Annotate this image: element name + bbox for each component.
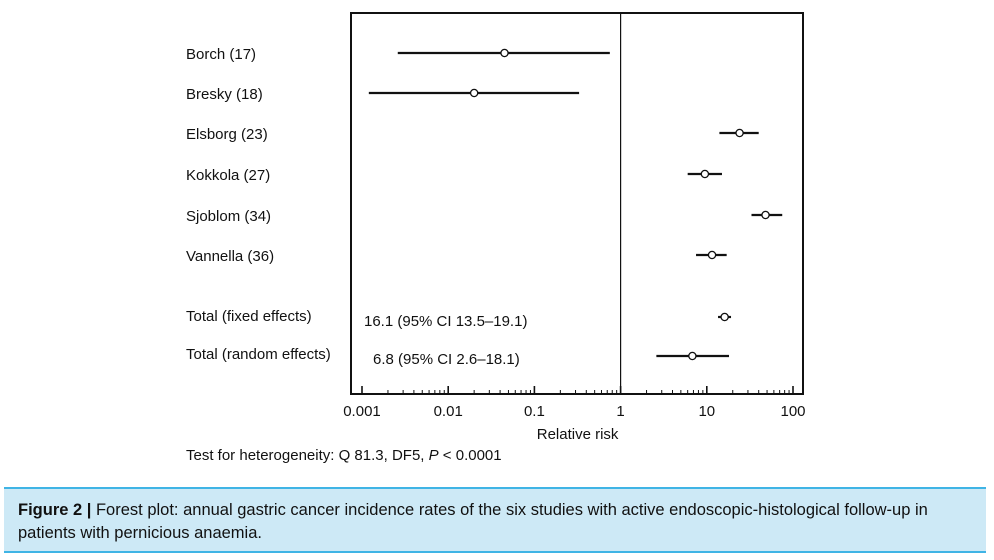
point-estimate (688, 351, 697, 361)
total-annotation: 16.1 (95% CI 13.5–19.1) (364, 313, 527, 330)
tick-label: 100 (780, 403, 805, 420)
figure-caption: Figure 2 | Forest plot: annual gastric c… (4, 487, 986, 553)
study-row: Borch (17) (186, 46, 610, 63)
tick-label: 1 (616, 403, 624, 420)
tick-label: 0.1 (524, 403, 545, 420)
forest-plot: 0.001 0.01 0.1 1 10 100 Borch (17) Bresky (18)… (186, 12, 806, 443)
p-symbol: P (428, 447, 439, 464)
study-row: Kokkola (27) (186, 167, 722, 184)
study-label: Kokkola (27) (186, 167, 270, 184)
study-label: Vannella (36) (186, 248, 274, 265)
total-annotation: 6.8 (95% CI 2.6–18.1) (373, 351, 520, 368)
point-estimate (761, 210, 770, 220)
point-estimate (735, 128, 744, 138)
study-row: Vannella (36) (186, 248, 727, 265)
tick-label: 10 (698, 403, 715, 420)
total-label: Total (random effects) (186, 346, 331, 363)
study-label: Bresky (18) (186, 86, 263, 103)
study-row: Sjoblom (34) (186, 208, 783, 225)
study-rows: Borch (17) Bresky (18) Elsborg (23) Kokkola… (186, 46, 783, 368)
plot-frame (350, 12, 804, 395)
total-label: Total (fixed effects) (186, 308, 312, 325)
point-estimate (469, 88, 479, 98)
p-value: < 0.0001 (438, 447, 502, 464)
heterogeneity-prefix: Test for heterogeneity: Q 81.3, DF5, (186, 447, 429, 464)
point-estimate (707, 250, 717, 260)
study-label: Borch (17) (186, 46, 256, 63)
tick-label: 0.01 (434, 403, 463, 420)
study-label: Elsborg (23) (186, 126, 268, 143)
caption-text: Forest plot: annual gastric cancer incid… (18, 501, 928, 542)
x-axis: 0.001 0.01 0.1 1 10 100 (343, 386, 806, 420)
x-axis-label: Relative risk (537, 426, 619, 443)
point-estimate (500, 48, 509, 58)
tick-label: 0.001 (343, 403, 381, 420)
point-estimate (700, 169, 710, 179)
study-row: Elsborg (23) (186, 126, 759, 143)
total-row: Total (fixed effects) 16.1 (95% CI 13.5–1… (186, 308, 732, 330)
study-row: Bresky (18) (186, 86, 580, 103)
total-row: Total (random effects) 6.8 (95% CI 2.6–18… (186, 346, 730, 368)
heterogeneity-test: Test for heterogeneity: Q 81.3, DF5, P <… (186, 447, 502, 464)
caption-label: Figure 2 | (18, 501, 92, 519)
study-label: Sjoblom (34) (186, 208, 271, 225)
point-estimate (720, 312, 729, 322)
